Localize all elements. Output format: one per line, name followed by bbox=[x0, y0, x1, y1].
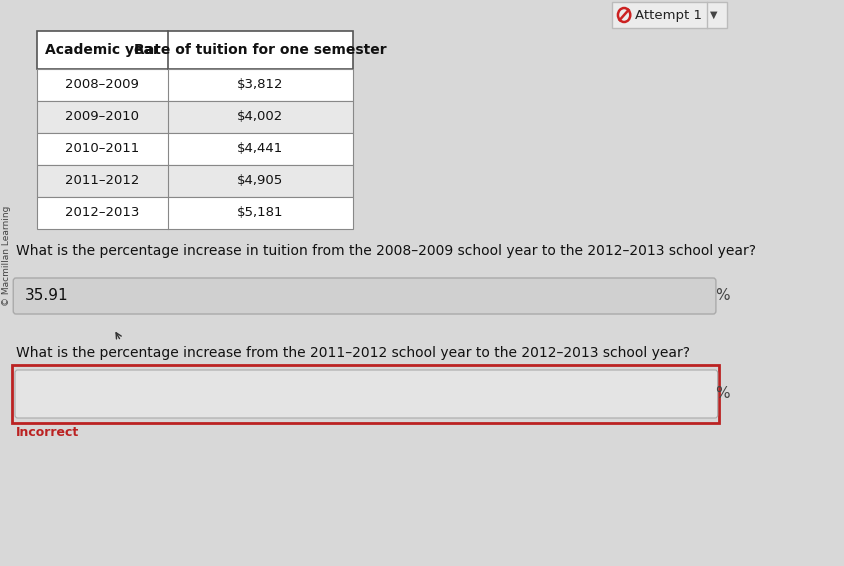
FancyBboxPatch shape bbox=[37, 31, 353, 69]
Text: 2008–2009: 2008–2009 bbox=[65, 79, 139, 92]
FancyBboxPatch shape bbox=[37, 101, 353, 133]
Text: %: % bbox=[714, 387, 728, 401]
FancyBboxPatch shape bbox=[611, 2, 726, 28]
Text: Attempt 1: Attempt 1 bbox=[634, 8, 701, 22]
FancyBboxPatch shape bbox=[37, 69, 353, 101]
Text: 2012–2013: 2012–2013 bbox=[65, 207, 139, 220]
Text: 2010–2011: 2010–2011 bbox=[65, 143, 139, 156]
Text: $4,002: $4,002 bbox=[237, 110, 284, 123]
Text: What is the percentage increase from the 2011–2012 school year to the 2012–2013 : What is the percentage increase from the… bbox=[16, 346, 689, 360]
Text: Academic year: Academic year bbox=[45, 43, 160, 57]
FancyBboxPatch shape bbox=[15, 370, 717, 418]
Text: ▼: ▼ bbox=[710, 10, 717, 20]
Text: $5,181: $5,181 bbox=[237, 207, 284, 220]
Text: © Macmillan Learning: © Macmillan Learning bbox=[2, 206, 11, 306]
FancyBboxPatch shape bbox=[14, 278, 715, 314]
Text: What is the percentage increase in tuition from the 2008–2009 school year to the: What is the percentage increase in tuiti… bbox=[16, 244, 755, 258]
Text: $4,905: $4,905 bbox=[237, 174, 284, 187]
Text: $4,441: $4,441 bbox=[237, 143, 284, 156]
FancyBboxPatch shape bbox=[37, 197, 353, 229]
Text: Rate of tuition for one semester: Rate of tuition for one semester bbox=[134, 43, 387, 57]
FancyBboxPatch shape bbox=[13, 365, 717, 423]
Text: Incorrect: Incorrect bbox=[16, 427, 79, 440]
Text: %: % bbox=[714, 289, 728, 303]
Text: 35.91: 35.91 bbox=[24, 289, 68, 303]
Text: $3,812: $3,812 bbox=[237, 79, 284, 92]
Text: 2011–2012: 2011–2012 bbox=[65, 174, 139, 187]
FancyBboxPatch shape bbox=[37, 133, 353, 165]
Text: 2009–2010: 2009–2010 bbox=[65, 110, 139, 123]
FancyBboxPatch shape bbox=[37, 165, 353, 197]
